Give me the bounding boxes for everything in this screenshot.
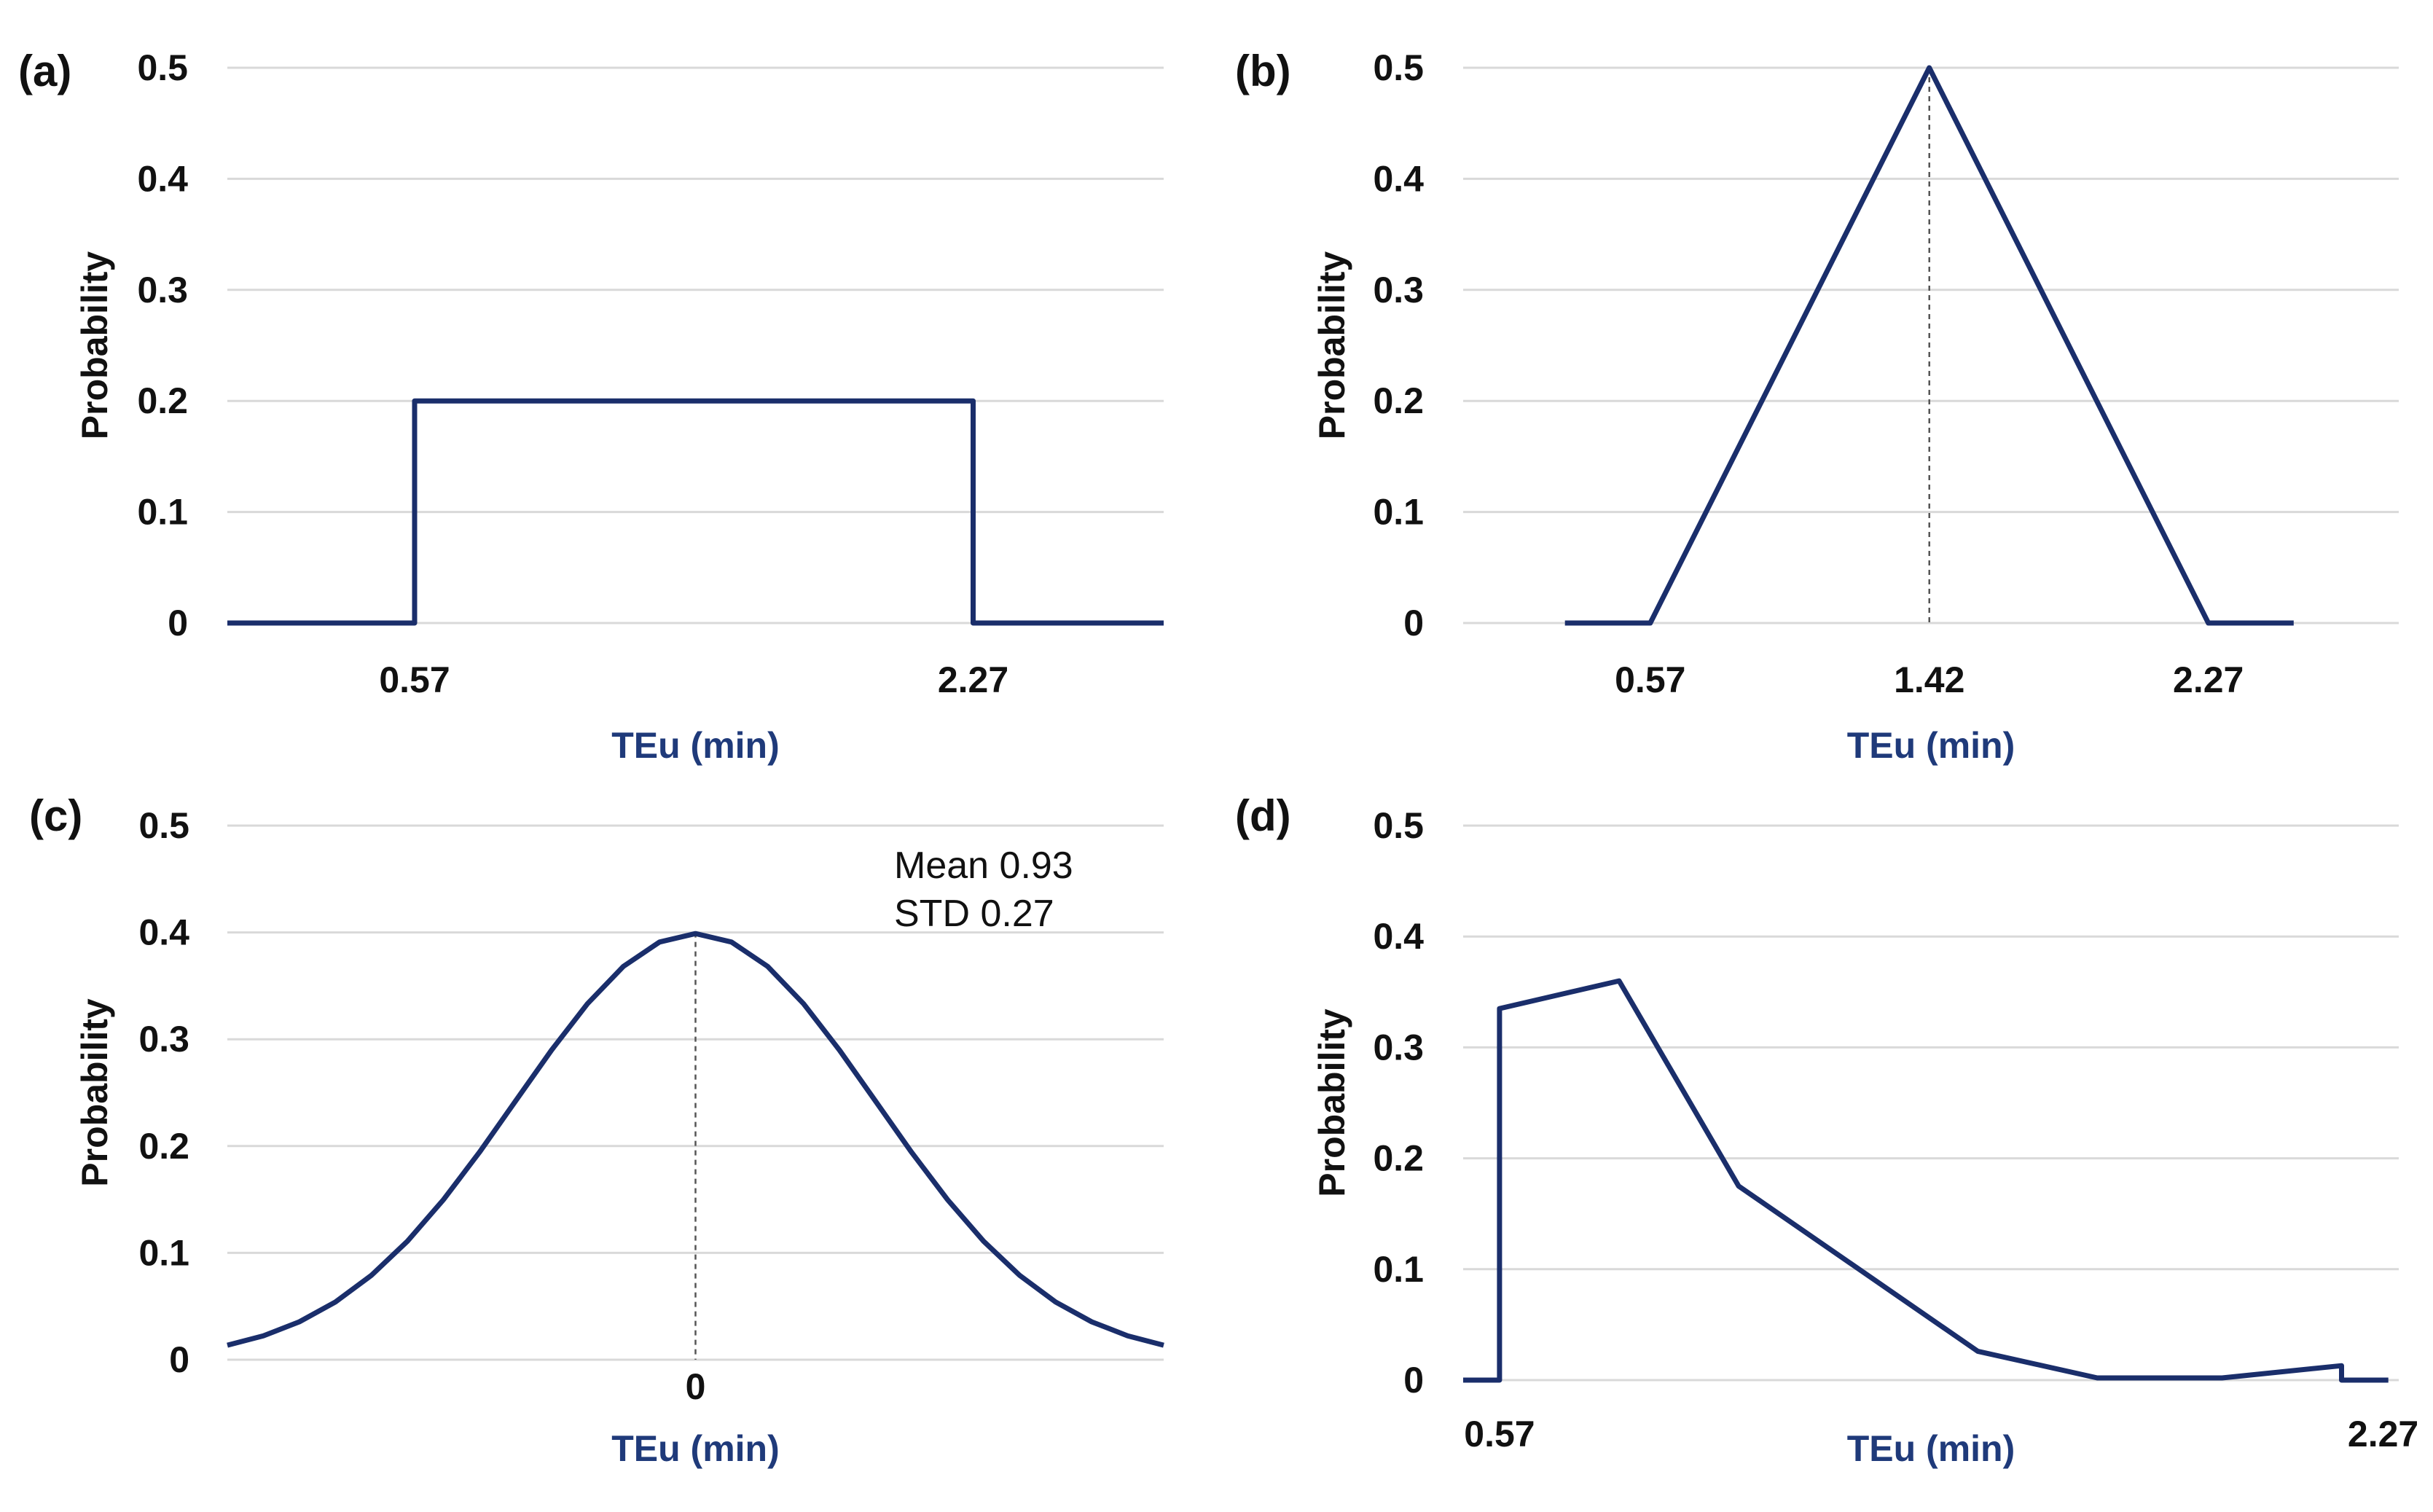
stats-annotation: Mean 0.93	[894, 845, 1073, 887]
y-tick-label: 0	[169, 1339, 189, 1380]
x-tick-label: 0.57	[379, 659, 450, 700]
panel-label: (c)	[29, 791, 82, 840]
panel-label: (b)	[1235, 47, 1291, 95]
y-tick-label: 0.1	[1373, 1249, 1424, 1290]
y-tick-label: 0.4	[137, 158, 188, 199]
panel-label: (a)	[18, 47, 71, 95]
y-tick-label: 0.1	[137, 492, 188, 533]
y-tick-label: 0.3	[1373, 1027, 1424, 1068]
y-axis-label: Probability	[1312, 251, 1352, 440]
x-axis-label: TEu (min)	[611, 1428, 780, 1469]
panel-a: (a) 0 0.1 0.2 0.3 0.4 0.5 Probability 0.57 2.27 TE…	[18, 47, 1164, 766]
y-tick-label: 0.5	[1373, 47, 1424, 88]
y-axis-label: Probability	[74, 998, 115, 1187]
y-tick-label: 0.5	[137, 47, 188, 88]
y-axis-label: Probability	[74, 251, 115, 440]
panel-d: (d) 0 0.1 0.2 0.3 0.4 0.5 Probability 0.57 2.27 TE…	[1235, 791, 2418, 1469]
y-tick-label: 0.5	[1373, 805, 1424, 846]
y-tick-label: 0.1	[138, 1232, 189, 1273]
x-tick-label: 0.57	[1615, 659, 1685, 700]
y-tick-label: 0.3	[138, 1019, 189, 1059]
y-tick-label: 0.4	[1373, 158, 1424, 199]
x-tick-label: 0.57	[1464, 1414, 1535, 1454]
y-tick-label: 0.4	[138, 912, 189, 953]
x-axis-label: TEu (min)	[1847, 1428, 2015, 1469]
y-tick-label: 0.5	[138, 805, 189, 846]
y-tick-label: 0.2	[137, 380, 188, 421]
series-line	[227, 931, 1164, 1348]
series-line	[227, 398, 1164, 626]
panel-b: (b) 0 0.1 0.2 0.3 0.4 0.5 Probability 0.57 1.42 2.…	[1235, 47, 2399, 766]
y-axis-label: Probability	[1312, 1008, 1352, 1197]
series-line	[1463, 978, 2389, 1383]
y-tick-label: 0.1	[1373, 492, 1424, 533]
stats-annotation: STD 0.27	[894, 893, 1054, 935]
x-axis-label: TEu (min)	[611, 725, 780, 766]
y-tick-label: 0.2	[1373, 1138, 1424, 1179]
x-tick-label: 2.27	[2348, 1414, 2418, 1454]
panel-c: (c) 0 0.1 0.2 0.3 0.4 0.5 Probability 0 TEu (min)…	[29, 791, 1164, 1469]
x-axis-label: TEu (min)	[1847, 725, 2015, 766]
y-tick-label: 0.3	[137, 270, 188, 310]
y-tick-label: 0	[1403, 1360, 1424, 1401]
y-tick-label: 0	[1403, 603, 1424, 643]
x-tick-label: 2.27	[2173, 659, 2244, 700]
x-tick-label: 1.42	[1894, 659, 1964, 700]
y-tick-label: 0.3	[1373, 270, 1424, 310]
series-line	[1564, 65, 2294, 626]
panel-label: (d)	[1235, 791, 1291, 840]
x-tick-label: 0	[686, 1366, 706, 1407]
y-tick-label: 0	[168, 603, 188, 643]
x-tick-label: 2.27	[938, 659, 1008, 700]
y-tick-label: 0.2	[1373, 380, 1424, 421]
y-tick-label: 0.4	[1373, 916, 1424, 957]
y-tick-label: 0.2	[138, 1126, 189, 1167]
